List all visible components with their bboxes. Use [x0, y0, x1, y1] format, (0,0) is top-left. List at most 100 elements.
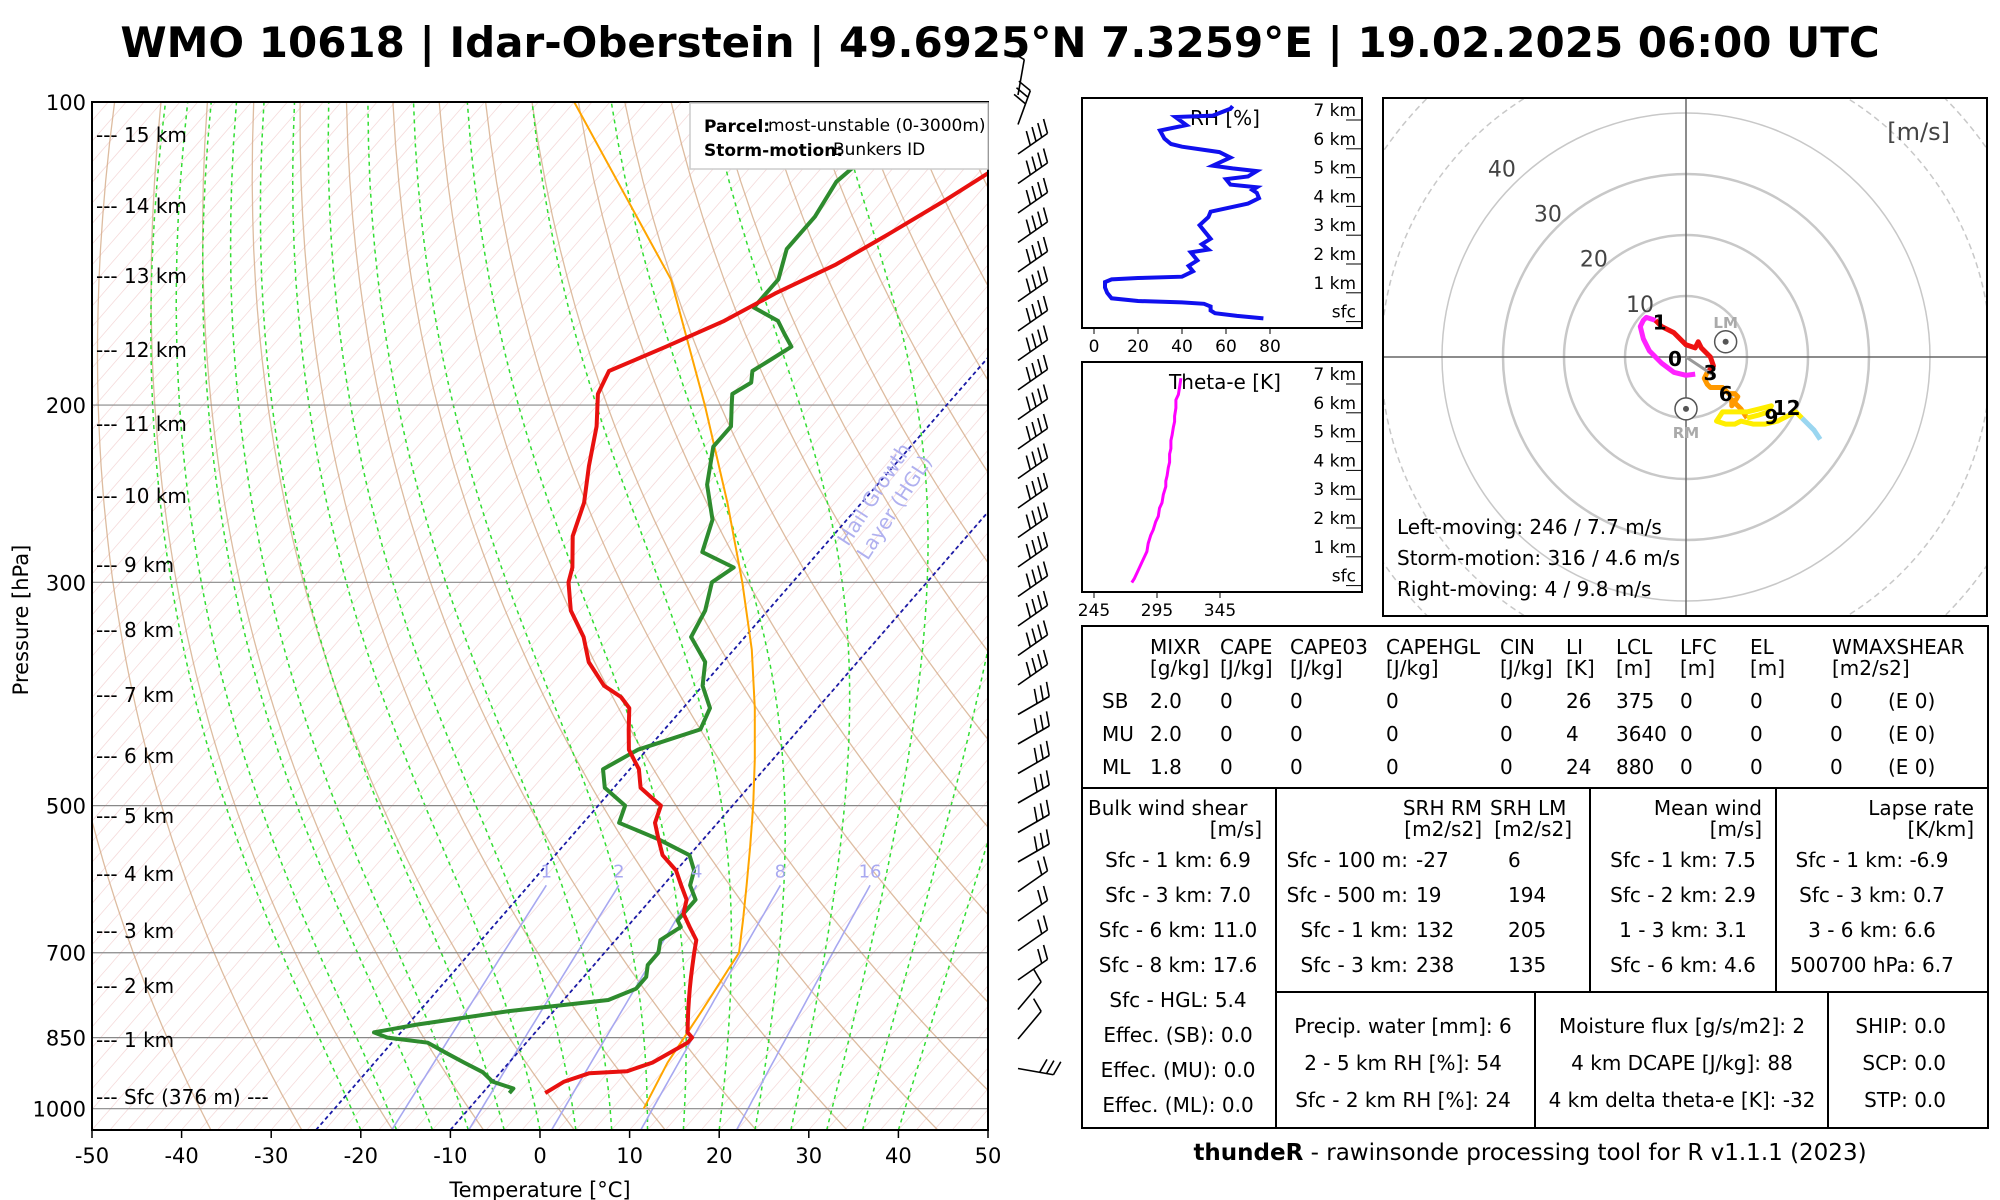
- table1-cell: 0: [1386, 755, 1399, 779]
- isotherm-line: [92, 102, 432, 493]
- moist-adiabat-line: [259, 102, 505, 1130]
- table1-cell: 0: [1750, 689, 1763, 713]
- theta-e-height-label: sfc: [1332, 567, 1356, 587]
- wind-barb-feather: [1025, 160, 1032, 176]
- lapse-rate-value: Sfc - 1 km: -6.9: [1796, 848, 1949, 872]
- wind-barb: [1017, 266, 1049, 303]
- wind-barb-feather: [1042, 620, 1049, 636]
- table1-cell: 880: [1616, 755, 1654, 779]
- wind-barb-feather: [1042, 944, 1049, 960]
- moist-adiabat-line: [861, 645, 988, 1130]
- isotherm-line: [92, 102, 969, 1111]
- srh-rm-title: SRH RM: [1403, 796, 1482, 820]
- table1-cell: (E 0): [1888, 689, 1935, 713]
- pressure-tick-label: 1000: [33, 1098, 86, 1122]
- wind-barb-feather: [1025, 278, 1032, 294]
- wind-barb-feather: [1039, 685, 1044, 701]
- isotherm-line: [92, 102, 700, 802]
- table1-unit: [m]: [1750, 656, 1785, 680]
- wind-barb-feather: [1025, 396, 1032, 412]
- wind-barb-shaft: [1017, 132, 1048, 155]
- footer-brand: thundeR: [1193, 1140, 1304, 1166]
- mixing-ratio-label: 1: [541, 861, 552, 882]
- rh-height-label: 4 km: [1313, 187, 1356, 207]
- isotherm-line: [503, 573, 988, 1130]
- isotherm-line: [557, 635, 988, 1130]
- wind-barb-feather: [1031, 126, 1037, 142]
- isotherm-line: [647, 738, 988, 1130]
- table1-cell: 0: [1220, 689, 1233, 713]
- wind-barb-feather: [1045, 770, 1050, 786]
- wind-barb: [1017, 620, 1049, 657]
- table1-cell: (E 0): [1888, 755, 1935, 779]
- wind-barb-shaft: [1017, 545, 1048, 568]
- wind-barb: [1017, 502, 1049, 539]
- wind-barb: [1017, 590, 1049, 627]
- temperature-tick-label: 10: [616, 1144, 643, 1168]
- wind-barb-feather: [1037, 122, 1043, 138]
- wind-barb-feather: [1033, 777, 1038, 793]
- isotherm-line: [92, 102, 468, 534]
- table1-unit: [m]: [1680, 656, 1715, 680]
- wind-barb-shaft: [1017, 191, 1048, 214]
- table1-row-label: ML: [1102, 755, 1131, 779]
- isotherm-line: [92, 102, 683, 781]
- wind-barb-feather: [1025, 484, 1032, 500]
- wind-barb-feather: [1042, 354, 1049, 370]
- wind-barb-feather: [1042, 590, 1049, 606]
- isotherm-line: [92, 102, 754, 863]
- moist-adiabat-line: [610, 102, 786, 1130]
- temperature-tick-label: 50: [975, 1144, 1002, 1168]
- isotherm-line: [521, 593, 988, 1130]
- isotherm-line: [163, 181, 988, 1130]
- table1-cell: 2.0: [1150, 722, 1182, 746]
- table1-header: CAPE: [1220, 635, 1272, 659]
- isotherm-line: [92, 102, 378, 431]
- rh-tick-label: 20: [1127, 337, 1149, 357]
- wind-barb-feather: [1032, 998, 1042, 1012]
- theta-e-height-label: 2 km: [1313, 509, 1356, 529]
- isotherm-line: [145, 161, 988, 1130]
- temperature-axis-label: Temperature [°C]: [448, 1178, 630, 1200]
- isotherm-line: [718, 820, 988, 1130]
- wind-barb-feather: [1031, 421, 1037, 437]
- wind-barb-shaft: [1017, 250, 1048, 273]
- isotherm-line: [575, 655, 988, 1130]
- hodograph-height-label: 1: [1653, 311, 1667, 335]
- wind-barb: [1017, 1059, 1062, 1076]
- wind-barb-shaft: [1017, 725, 1050, 745]
- isotherm-line: [754, 861, 988, 1130]
- wind-barb-feather: [1025, 219, 1032, 235]
- isotherm-line: [467, 532, 988, 1130]
- wind-barb-feather: [1037, 860, 1043, 876]
- wind-barb-shaft: [1017, 398, 1048, 421]
- storm-motion-marker-label: LM: [1713, 314, 1738, 332]
- srh-lm-value: 135: [1508, 953, 1546, 977]
- storm-motion-label: Storm-motion:: [704, 141, 843, 161]
- isotherm-line: [92, 102, 826, 946]
- wind-barb: [1017, 711, 1050, 745]
- moist-adiabat-line: [897, 838, 988, 1130]
- pressure-tick-label: 850: [46, 1027, 86, 1051]
- wind-barb-feather: [1045, 711, 1050, 727]
- wind-barb-shaft: [1017, 162, 1048, 185]
- parcel-value: most-unstable (0-3000m): [768, 116, 986, 136]
- srh-rm-value: 19: [1416, 883, 1441, 907]
- moist-adiabat-line: [531, 102, 733, 1130]
- wind-barb-feather: [1042, 561, 1049, 577]
- isotherm-line: [414, 470, 988, 1130]
- wind-barb-feather: [1010, 51, 1025, 61]
- wind-barb-feather: [1042, 295, 1049, 311]
- hodograph-height-label: 6: [1719, 382, 1733, 406]
- bulk-shear-value: Sfc - 8 km: 17.6: [1099, 953, 1257, 977]
- wind-barb-feather: [1031, 657, 1037, 673]
- wind-barb-shaft: [1017, 368, 1048, 391]
- srh-row-label: Sfc - 100 m:: [1287, 848, 1408, 872]
- wind-barb-feather: [1037, 181, 1043, 197]
- wind-barb: [1017, 207, 1049, 244]
- table1-cell: 3640: [1616, 722, 1667, 746]
- isotherm-line: [736, 841, 988, 1130]
- table1-row-label: MU: [1102, 722, 1134, 746]
- theta-e-height-label: 7 km: [1313, 365, 1356, 385]
